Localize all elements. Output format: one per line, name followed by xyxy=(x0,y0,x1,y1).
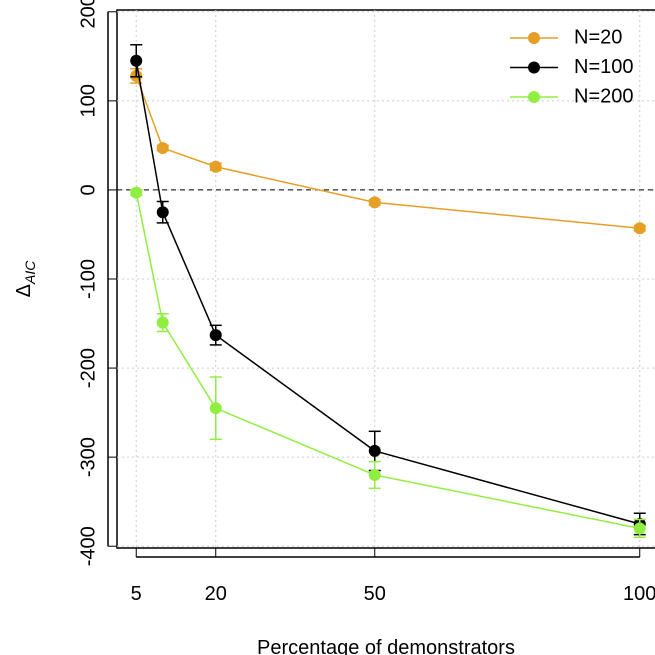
y-tick-label: -200 xyxy=(77,348,99,388)
legend-label: N=100 xyxy=(574,56,634,78)
series-line xyxy=(135,75,640,229)
point xyxy=(633,222,646,235)
point xyxy=(209,160,222,173)
legend-label: N=20 xyxy=(574,26,622,48)
point xyxy=(156,142,169,155)
legend-label: N=200 xyxy=(574,85,634,107)
point xyxy=(156,316,169,329)
x-tick-label: 20 xyxy=(205,583,227,605)
y-tick-label: 200 xyxy=(77,0,99,28)
legend-marker xyxy=(528,61,540,74)
x-tick-label: 100 xyxy=(623,583,655,605)
x-tick-label: 5 xyxy=(131,583,142,605)
point xyxy=(130,186,143,199)
point xyxy=(633,522,646,535)
y-label-main: Δ xyxy=(13,284,35,297)
y-label-subscript: AIC xyxy=(22,260,38,285)
x-axis-label: Percentage of demonstrators xyxy=(257,637,515,655)
y-tick-label: 100 xyxy=(77,84,99,117)
series-line xyxy=(135,60,640,525)
x-tick-label: 50 xyxy=(364,583,386,605)
point xyxy=(156,206,169,219)
y-axis-label: ΔAIC xyxy=(13,260,38,298)
point xyxy=(368,444,381,457)
y-tick-label: -100 xyxy=(77,259,99,299)
y-tick-label: -400 xyxy=(77,526,99,566)
y-tick-label: -300 xyxy=(77,437,99,477)
legend-marker xyxy=(528,32,540,44)
y-tick-label: 0 xyxy=(77,184,99,195)
point xyxy=(368,468,381,481)
series-line xyxy=(135,192,640,530)
point xyxy=(209,402,222,415)
point xyxy=(209,329,222,342)
legend-marker xyxy=(528,91,540,103)
point xyxy=(130,54,143,67)
point xyxy=(368,196,381,209)
